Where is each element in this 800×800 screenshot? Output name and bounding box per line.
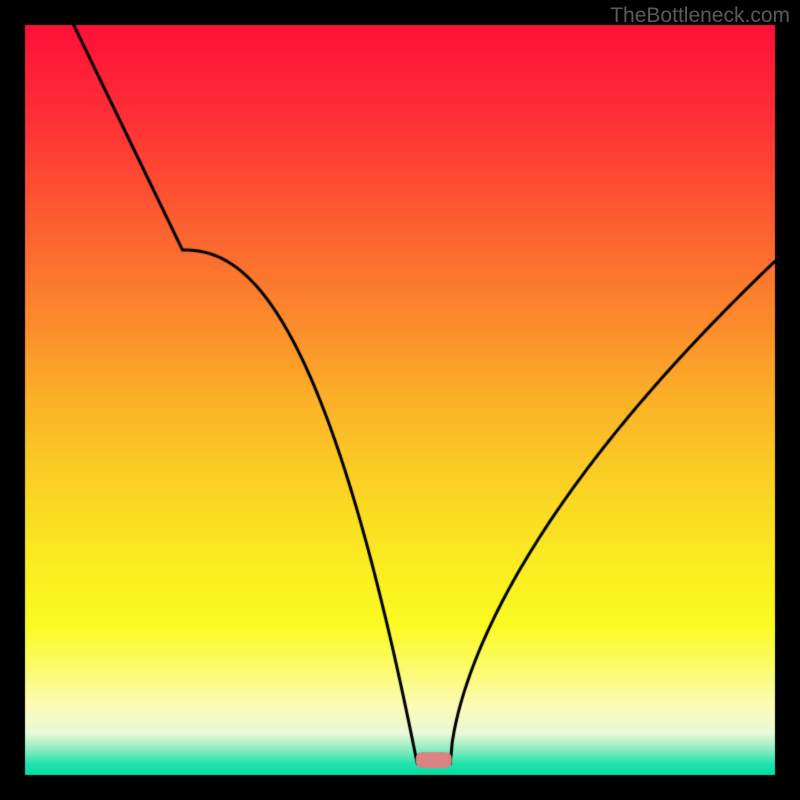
attribution-text: TheBottleneck.com xyxy=(610,4,790,28)
bottleneck-chart xyxy=(0,0,800,800)
